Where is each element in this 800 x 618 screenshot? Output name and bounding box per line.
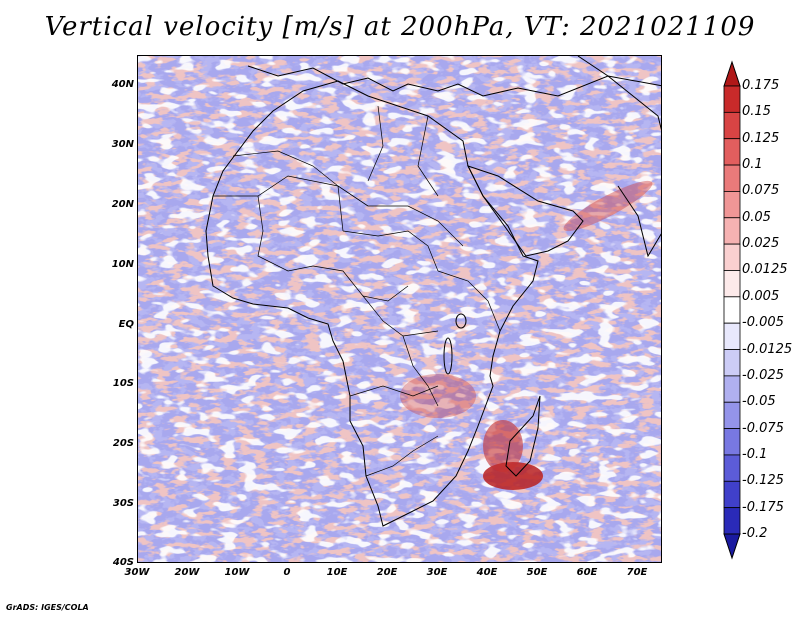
colorbar-box <box>723 349 741 377</box>
madagascar-updraft <box>483 420 523 472</box>
lon-label-10e: 10E <box>326 567 348 578</box>
colorbar-top-arrow <box>723 60 741 87</box>
colorbar-label: -0.0125 <box>742 341 793 357</box>
colorbar-box <box>723 243 741 271</box>
colorbar-label: -0.1 <box>742 446 768 462</box>
colorbar-box <box>723 296 741 324</box>
colorbar-box <box>723 85 741 113</box>
colorbar-box <box>723 507 741 535</box>
colorbar-box <box>723 322 741 350</box>
lon-label-0: 0 <box>283 567 291 578</box>
lon-label-60e: 60E <box>576 567 598 578</box>
lon-label-70e: 70E <box>626 567 648 578</box>
lon-label-50e: 50E <box>526 567 548 578</box>
lat-label-20s: 20S <box>112 438 134 449</box>
lon-label-20e: 20E <box>376 567 398 578</box>
lon-label-40e: 40E <box>476 567 498 578</box>
coastlines <box>205 56 661 527</box>
colorbar-box <box>723 454 741 482</box>
colorbar-box <box>723 375 741 403</box>
colorbar-label: -0.2 <box>742 526 768 541</box>
colorbar-label: 0.005 <box>742 288 780 304</box>
lat-label-30s: 30S <box>112 498 134 509</box>
colorbar-label: 0.05 <box>742 209 771 225</box>
colorbar-box <box>723 401 741 429</box>
colorbar-box <box>723 428 741 456</box>
lat-label-10n: 10N <box>111 259 134 270</box>
lat-label-30n: 30N <box>111 139 134 150</box>
colorbar-label: 0.125 <box>742 130 780 146</box>
lat-label-eq: EQ <box>118 319 134 330</box>
colorbar-label: 0.175 <box>742 78 780 93</box>
neutral-texture <box>138 56 661 562</box>
colorbar-label: 0.15 <box>742 104 771 120</box>
colorbar-box <box>723 480 741 509</box>
arabian-sea-updraft <box>563 180 653 232</box>
colorbar-label: -0.175 <box>742 499 784 515</box>
lat-label-20n: 20N <box>111 199 134 210</box>
colorbar-box <box>723 217 741 245</box>
lat-label-40n: 40N <box>111 79 134 90</box>
colorbar-label: -0.075 <box>742 420 784 436</box>
colorbar-box <box>723 164 741 192</box>
colorbar-box <box>723 111 741 140</box>
map-title: Vertical velocity [m/s] at 200hPa, VT: 2… <box>44 12 756 42</box>
colorbar-label: -0.05 <box>742 394 776 410</box>
velocity-field-map <box>138 56 661 562</box>
colorbar-box <box>723 270 741 298</box>
country-borders <box>213 105 501 477</box>
colorbar-label: -0.125 <box>742 473 784 489</box>
colorbar-label: 0.025 <box>742 236 780 252</box>
colorbar-bottom-arrow <box>723 533 741 560</box>
lon-label-30w: 30W <box>124 567 150 578</box>
colorbar-box <box>723 191 741 219</box>
southern-africa-updraft <box>400 374 476 418</box>
colorbar-label: -0.025 <box>742 367 784 383</box>
lat-label-40s: 40S <box>112 557 134 568</box>
colorbar <box>723 60 741 560</box>
colorbar-label: 0.1 <box>742 157 763 173</box>
map-panel <box>137 55 662 563</box>
lon-label-30e: 30E <box>426 567 448 578</box>
lon-label-10w: 10W <box>224 567 250 578</box>
colorbar-box <box>723 138 741 166</box>
grads-credit: GrADS: IGES/COLA <box>6 603 89 612</box>
colorbar-label: -0.005 <box>742 315 784 331</box>
lon-label-20w: 20W <box>174 567 200 578</box>
lat-label-10s: 10S <box>112 378 134 389</box>
colorbar-label: 0.075 <box>742 183 780 199</box>
colorbar-label: 0.0125 <box>742 262 788 278</box>
